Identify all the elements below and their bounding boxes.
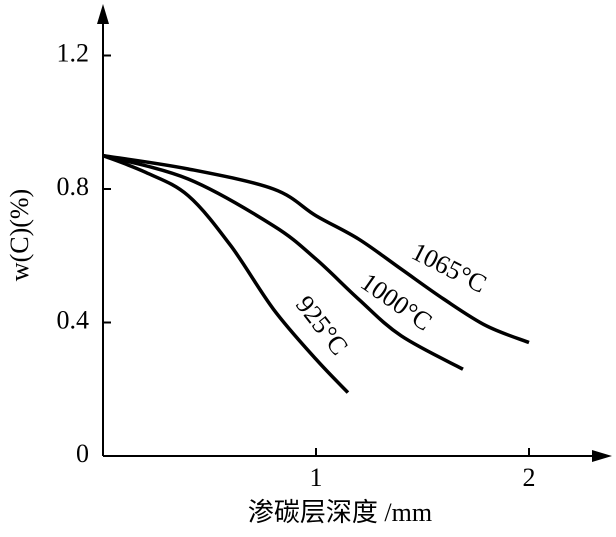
x-axis-arrow	[592, 450, 612, 462]
y-tick-label: 0.4	[57, 305, 90, 334]
series-label: 925°C	[290, 290, 354, 360]
y-axis-label: w(C)(%)	[5, 189, 34, 281]
x-tick-label: 2	[523, 463, 536, 492]
series-label: 1000°C	[355, 267, 437, 336]
line	[102, 153, 464, 371]
y-tick-label: 1.2	[57, 38, 90, 67]
y-axis-arrow	[97, 4, 109, 24]
x-tick-label: 1	[310, 463, 323, 492]
series-label: 1065°C	[407, 237, 491, 299]
line	[102, 153, 350, 394]
y-tick-label: 0.8	[57, 172, 90, 201]
line	[102, 153, 530, 345]
y-tick-label: 0	[76, 439, 89, 468]
x-axis-label: 渗碳层深度 /mm	[248, 498, 432, 527]
